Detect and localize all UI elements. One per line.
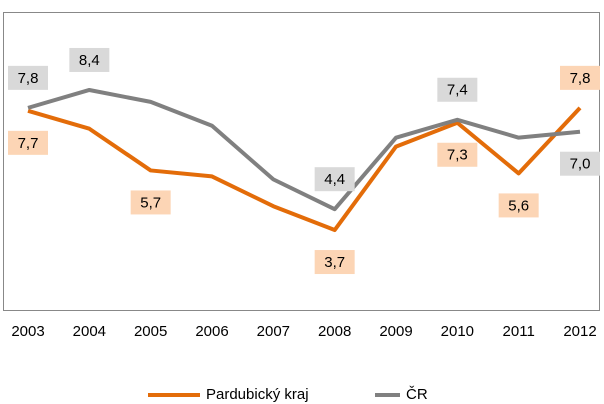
value-label-box bbox=[560, 65, 600, 90]
value-label-box bbox=[69, 47, 110, 72]
x-tick-label: 2008 bbox=[318, 323, 351, 340]
value-label-box bbox=[498, 193, 539, 218]
value-label: 8,4 bbox=[79, 52, 100, 69]
x-tick-label: 2006 bbox=[195, 323, 228, 340]
value-label-box bbox=[8, 130, 48, 155]
value-label-box bbox=[314, 167, 355, 192]
value-label-box bbox=[8, 65, 48, 90]
x-tick-label: 2010 bbox=[441, 323, 474, 340]
value-label: 7,8 bbox=[570, 70, 591, 87]
value-label: 7,7 bbox=[18, 135, 39, 152]
x-tick-label: 2004 bbox=[73, 323, 106, 340]
value-label-box bbox=[437, 142, 478, 167]
value-label: 4,4 bbox=[324, 171, 345, 188]
x-tick-label: 2007 bbox=[257, 323, 290, 340]
value-label-box bbox=[560, 151, 600, 176]
series-line bbox=[27, 87, 581, 212]
x-tick-label: 2005 bbox=[134, 323, 167, 340]
value-label: 7,4 bbox=[447, 82, 468, 99]
value-label: 5,7 bbox=[140, 194, 161, 211]
x-tick-label: 2011 bbox=[503, 323, 535, 340]
value-label: 7,3 bbox=[447, 147, 468, 164]
series-line bbox=[27, 106, 582, 233]
value-label: 7,8 bbox=[18, 70, 39, 87]
value-label: 7,0 bbox=[570, 156, 591, 173]
value-label-box bbox=[314, 250, 355, 275]
value-label: 3,7 bbox=[324, 254, 345, 271]
x-tick-label: 2009 bbox=[379, 323, 412, 340]
value-label-box bbox=[437, 77, 478, 102]
x-tick-label: 2003 bbox=[11, 323, 44, 340]
legend-label: Pardubický kraj bbox=[206, 386, 309, 403]
legend-label: ČR bbox=[406, 386, 428, 403]
x-tick-label: 2012 bbox=[563, 323, 596, 340]
value-label: 5,6 bbox=[508, 197, 529, 214]
value-label-box bbox=[130, 190, 171, 215]
